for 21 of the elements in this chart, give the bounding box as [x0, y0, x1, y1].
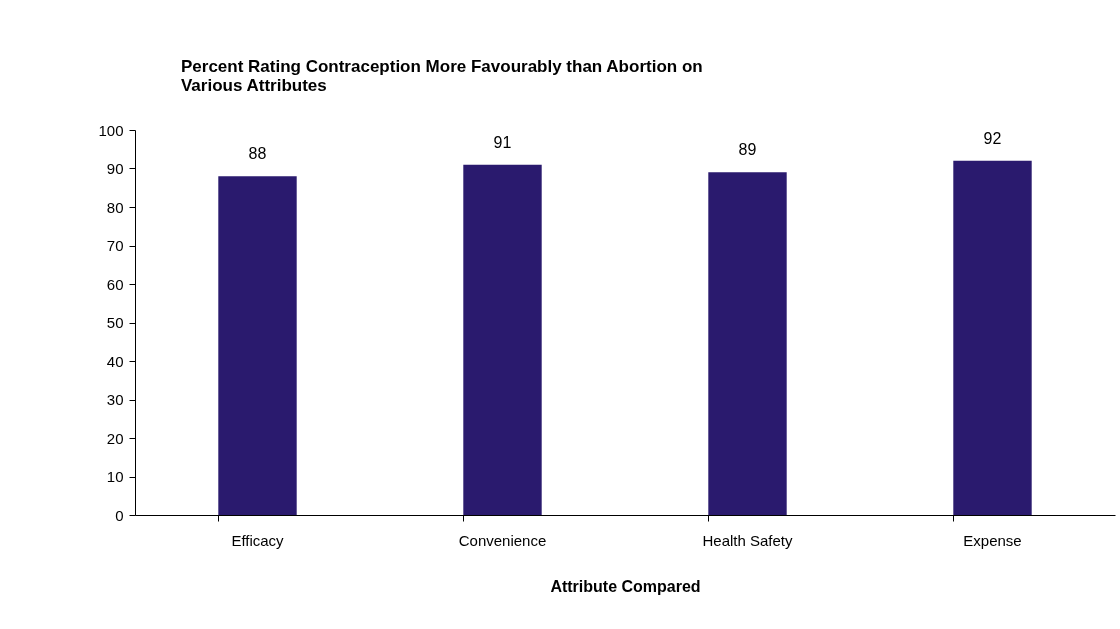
x-tick-label: Expense — [963, 531, 1022, 549]
y-tick-label: 100 — [98, 121, 124, 139]
x-tick-label: Convenience — [458, 531, 547, 549]
data-label: 92 — [983, 129, 1002, 147]
data-label: 89 — [738, 141, 757, 159]
x-axis-title: Attribute Compared — [550, 577, 701, 595]
y-tick-label: 0 — [115, 506, 124, 524]
x-tick-label: Health Safety — [702, 531, 794, 549]
data-label: 91 — [493, 133, 512, 151]
y-tick-label: 50 — [106, 314, 124, 331]
y-tick-label: 40 — [106, 352, 124, 370]
y-tick-label: 70 — [106, 237, 124, 254]
x-tick-label: Efficacy — [231, 531, 285, 549]
y-tick-label: 20 — [106, 429, 124, 447]
y-tick-label: 90 — [106, 160, 124, 177]
y-tick-label: 30 — [106, 391, 124, 408]
y-tick-label: 10 — [106, 468, 124, 485]
chart-title: Percent Rating Contraception More Favourably than Abortion on Various Attributes — [180, 57, 703, 95]
y-tick-label: 80 — [106, 198, 124, 216]
data-label: 88 — [248, 145, 267, 163]
y-tick-label: 60 — [106, 275, 124, 293]
